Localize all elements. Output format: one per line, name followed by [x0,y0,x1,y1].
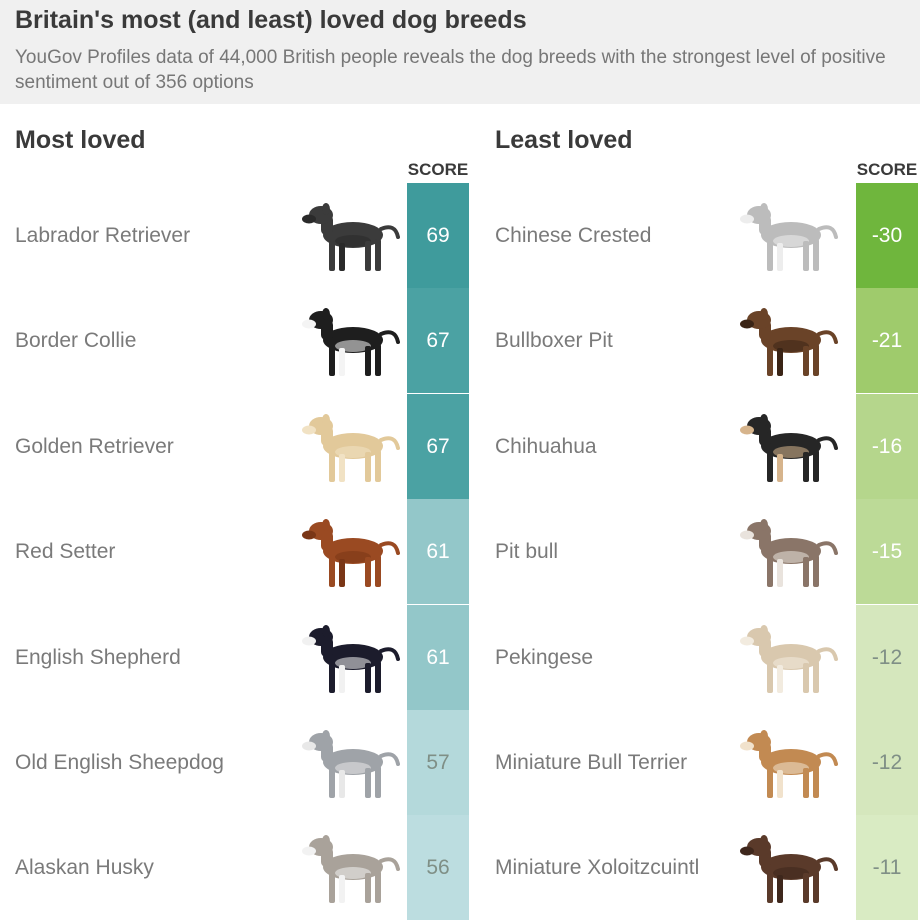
header: Britain's most (and least) loved dog bre… [0,0,920,104]
score-cell: 56 [407,815,469,921]
pekingese-icon [740,624,838,693]
chihuahua-icon [740,413,838,482]
table-row: Chihuahua -16 [495,393,918,499]
score-cell: -16 [856,393,918,499]
english-shepherd-icon [302,624,400,693]
breed-label: Old English Sheepdog [15,751,224,774]
table-row: Chinese Crested -30 [495,183,918,288]
breed-label: Miniature Xoloitzcuintl [495,856,700,880]
score-cell: 67 [407,288,469,394]
score-cell: -12 [856,710,918,815]
page-title: Britain's most (and least) loved dog bre… [15,6,527,34]
table-row: Red Setter 61 [15,499,469,605]
breed-label: Pekingese [495,645,594,669]
alaskan-husky-icon [302,835,400,904]
table-row: Labrador Retriever 69 [15,183,469,288]
pit-bull-icon [740,519,838,588]
miniature-bull-terrier-icon [740,730,838,798]
table-row: Bullboxer Pit -21 [495,288,918,394]
breed-label: English Shepherd [15,645,181,669]
least-loved-title: Least loved [495,126,633,154]
score-cell: 69 [407,183,469,288]
table-row: Alaskan Husky 56 [15,815,469,921]
score-cell: -30 [856,183,918,288]
score-cell: -21 [856,288,918,394]
breed-label: Pit bull [495,540,559,564]
least-loved-score-header: SCORE [856,160,918,179]
score-cell: -11 [856,815,918,921]
score-cell: 67 [407,393,469,499]
labrador-retriever-icon [302,203,400,271]
breed-label: Miniature Bull Terrier [495,751,688,774]
score-cell: 61 [407,604,469,710]
breed-label: Chihuahua [495,434,597,458]
table-row: Border Collie 67 [15,288,469,394]
table-row: Pit bull -15 [495,499,918,605]
score-cell: 61 [407,499,469,605]
breed-label: Chinese Crested [495,224,652,247]
miniature-xoloitzcuintl-icon [740,835,838,904]
breed-label: Bullboxer Pit [495,329,613,353]
score-cell: -12 [856,604,918,710]
old-english-sheepdog-icon [302,730,400,798]
table-row: English Shepherd 61 [15,604,469,710]
score-cell: -15 [856,499,918,605]
table-row: Pekingese -12 [495,604,918,710]
score-cell: 57 [407,710,469,815]
most-loved-score-header: SCORE [407,160,469,179]
page-subtitle: YouGov Profiles data of 44,000 British p… [15,47,886,93]
chinese-crested-icon [740,203,838,271]
breed-label: Red Setter [15,540,116,564]
table-row: Golden Retriever 67 [15,393,469,499]
breed-label: Golden Retriever [15,434,174,458]
breed-label: Border Collie [15,329,137,353]
breed-label: Labrador Retriever [15,224,191,247]
bullboxer-pit-icon [740,308,838,377]
red-setter-icon [302,519,400,588]
table-row: Miniature Bull Terrier -12 [495,710,918,815]
breed-label: Alaskan Husky [15,856,154,880]
most-loved-title: Most loved [15,126,146,154]
border-collie-icon [302,308,400,377]
table-row: Old English Sheepdog 57 [15,710,469,815]
golden-retriever-icon [302,413,400,482]
table-row: Miniature Xoloitzcuintl -11 [495,815,918,921]
